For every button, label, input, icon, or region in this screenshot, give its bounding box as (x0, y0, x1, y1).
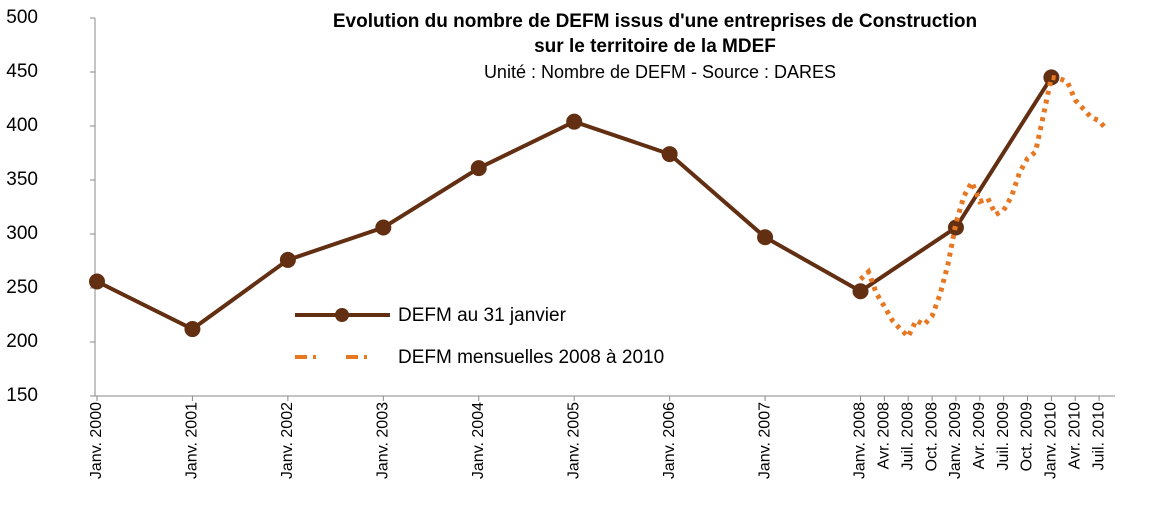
x-tick-label: Janv. 2009 (947, 402, 964, 479)
x-tick-label: Oct. 2009 (1019, 402, 1036, 471)
point (375, 219, 392, 236)
y-tick-label: 150 (6, 385, 38, 406)
y-tick-label: 500 (6, 7, 38, 28)
chart-note: Unité : Nombre de DEFM - Source : DARES (484, 62, 836, 82)
chart-subtitle: sur le territoire de la MDEF (534, 36, 776, 57)
y-tick-label: 300 (6, 223, 38, 244)
x-tick-label: Janv. 2002 (279, 402, 296, 479)
series-line (858, 74, 1109, 341)
x-tick-label: Janv. 2008 (852, 402, 869, 479)
point (470, 160, 487, 177)
x-tick-label: Janv. 2001 (184, 402, 201, 479)
y-tick-label: 250 (6, 277, 38, 298)
legend-label: DEFM mensuelles 2008 à 2010 (398, 347, 664, 368)
x-tick-label: Janv. 2010 (1043, 402, 1060, 479)
x-tick-label: Janv. 2005 (565, 402, 582, 479)
point (661, 146, 678, 163)
y-tick-label: 450 (6, 61, 38, 82)
x-tick-label: Janv. 2000 (88, 402, 105, 479)
point (757, 229, 774, 246)
y-tick-label: 400 (6, 115, 38, 136)
legend-label: DEFM au 31 janvier (398, 305, 567, 326)
x-tick-label: Janv. 2003 (375, 402, 392, 479)
point (566, 113, 583, 130)
point (184, 321, 201, 338)
x-tick-label: Oct. 2008 (923, 402, 940, 471)
chart-title: Evolution du nombre de DEFM issus d'une … (333, 11, 977, 32)
point (279, 251, 296, 268)
x-tick-label: Juil. 2010 (1090, 402, 1107, 471)
x-tick-label: Avr. 2008 (876, 402, 893, 469)
x-tick-label: Janv. 2006 (661, 402, 678, 479)
x-tick-label: Juil. 2008 (899, 402, 916, 471)
y-tick-label: 200 (6, 331, 38, 352)
y-tick-label: 350 (6, 169, 38, 190)
x-tick-label: Janv. 2004 (470, 402, 487, 479)
x-tick-label: Juil. 2009 (995, 402, 1012, 471)
x-tick-label: Avr. 2010 (1066, 402, 1083, 469)
point (89, 273, 105, 290)
point (1043, 69, 1060, 86)
x-tick-label: Avr. 2009 (971, 402, 988, 469)
x-tick-label: Janv. 2007 (756, 402, 773, 479)
legend-marker (335, 308, 349, 322)
point (852, 283, 869, 300)
